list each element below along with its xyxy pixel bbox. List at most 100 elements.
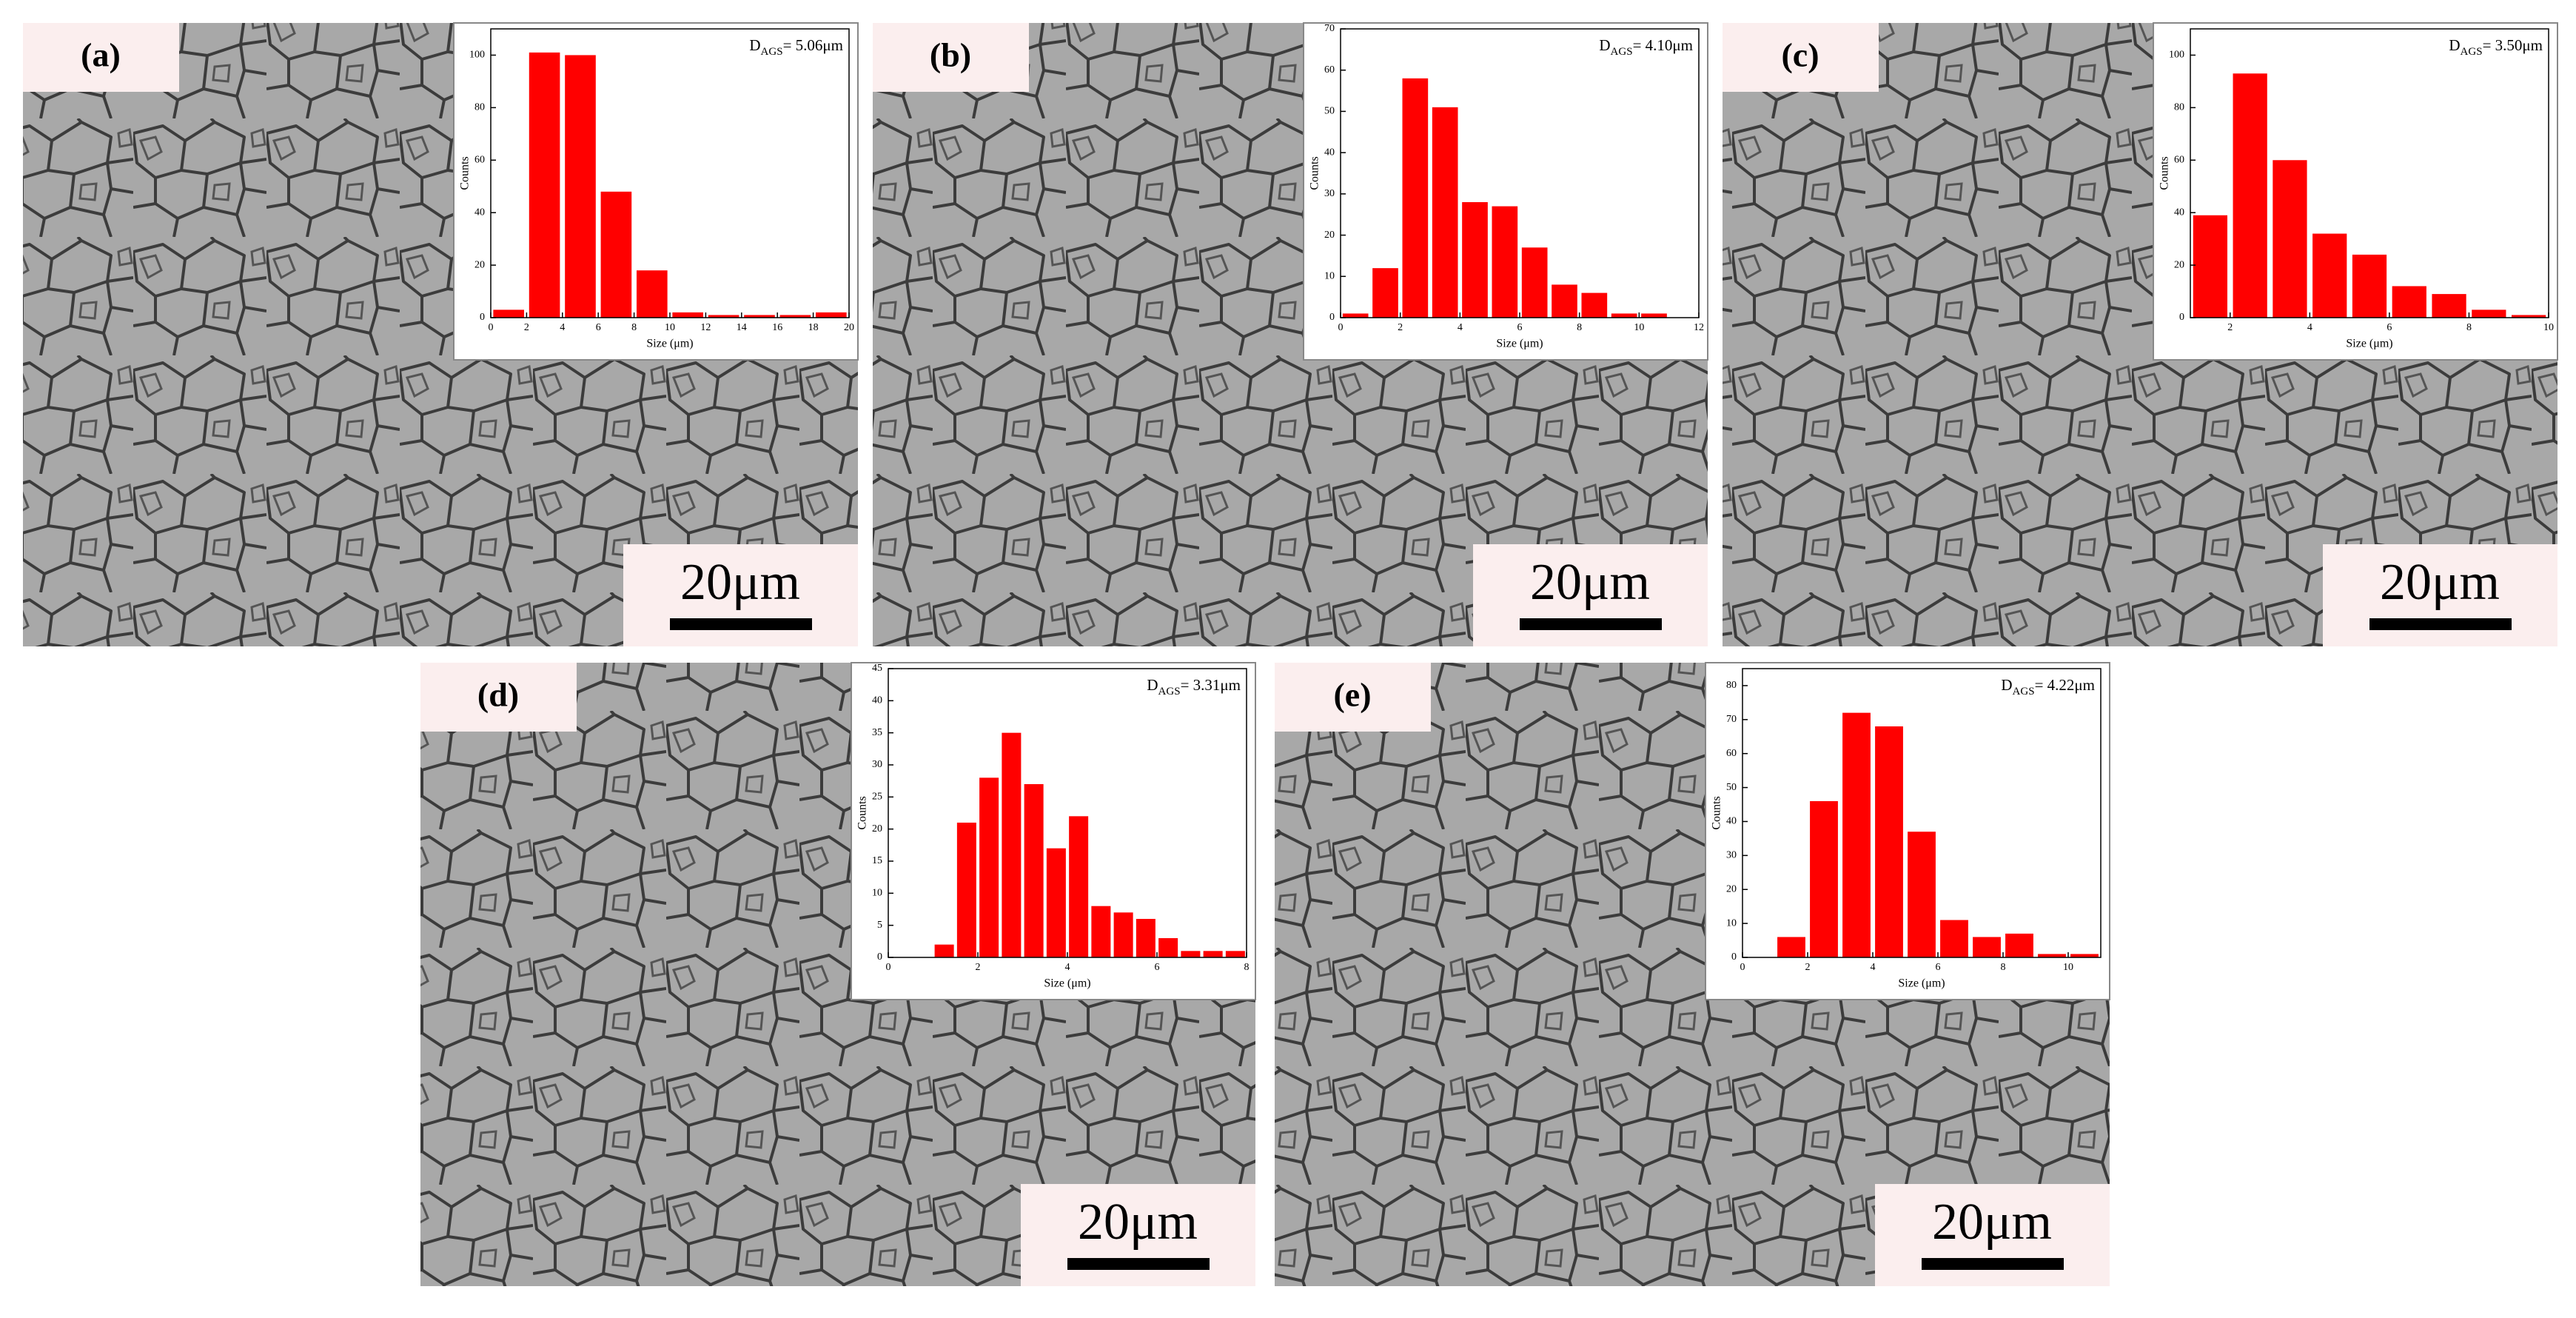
panel-label-box bbox=[1723, 23, 1879, 92]
y-axis-label: Counts bbox=[856, 796, 869, 829]
annotation-part: D bbox=[2449, 36, 2460, 54]
x-axis-label: Size (μm) bbox=[1044, 977, 1090, 990]
bar bbox=[565, 55, 596, 318]
bar bbox=[2273, 160, 2307, 318]
bar bbox=[1203, 951, 1223, 957]
y-tick-label: 0 bbox=[1731, 951, 1737, 963]
bar bbox=[1113, 912, 1133, 957]
bar bbox=[2193, 215, 2228, 318]
x-tick-label: 12 bbox=[1694, 322, 1704, 333]
bar bbox=[1091, 906, 1111, 957]
annotation-part: D bbox=[2001, 676, 2012, 694]
x-tick-label: 6 bbox=[1155, 962, 1160, 973]
x-tick-label: 0 bbox=[1740, 962, 1745, 973]
panel-label: (e) bbox=[1333, 676, 1371, 714]
annotation-part: AGS bbox=[1611, 46, 1633, 58]
panel-label: (b) bbox=[930, 36, 971, 74]
y-tick-label: 35 bbox=[872, 727, 882, 738]
panel: (b) 20μm 0 2 4 6 8 10 12 0 10 20 30 40 50 60 70 Size (μm)… bbox=[873, 22, 1708, 646]
y-tick-label: 20 bbox=[872, 823, 882, 834]
y-tick-label: 45 bbox=[872, 663, 882, 674]
bar bbox=[529, 52, 560, 318]
y-tick-label: 40 bbox=[872, 695, 882, 706]
x-tick-label: 2 bbox=[1398, 322, 1403, 333]
bar bbox=[1940, 920, 1968, 957]
y-tick-label: 20 bbox=[2174, 259, 2184, 270]
panel-label-box bbox=[420, 663, 577, 732]
x-tick-label: 10 bbox=[2063, 962, 2073, 973]
y-tick-label: 60 bbox=[1726, 748, 1737, 759]
bar bbox=[1046, 848, 1066, 957]
x-tick-label: 10 bbox=[2543, 322, 2554, 333]
panel: (a) 20μm 0 2 4 6 8 10 12 14 16 18 20 0 20 40 60 80 100 Size… bbox=[23, 22, 859, 646]
bar bbox=[815, 312, 847, 318]
bar bbox=[1069, 816, 1089, 957]
annotation-part: AGS bbox=[761, 46, 783, 58]
x-tick-label: 12 bbox=[700, 322, 711, 333]
y-tick-label: 0 bbox=[2179, 312, 2184, 323]
annotation-part: D bbox=[749, 36, 760, 54]
bar bbox=[1875, 726, 1903, 957]
x-tick-label: 2 bbox=[976, 962, 981, 973]
x-tick-label: 18 bbox=[808, 322, 819, 333]
y-tick-label: 0 bbox=[877, 951, 882, 963]
bar bbox=[934, 944, 954, 957]
bar bbox=[2070, 954, 2099, 957]
bar bbox=[779, 315, 811, 318]
bar bbox=[1342, 313, 1369, 318]
bar bbox=[1973, 937, 2001, 957]
scale-bar bbox=[1922, 1258, 2064, 1270]
x-tick-label: 8 bbox=[2001, 962, 2006, 973]
x-tick-label: 2 bbox=[524, 322, 529, 333]
x-tick-label: 4 bbox=[1458, 322, 1463, 333]
x-tick-label: 8 bbox=[1244, 962, 1250, 973]
y-tick-label: 20 bbox=[474, 259, 485, 270]
panel: (e) 20μm 0 2 4 6 8 10 0 10 20 30 40 50 60 70 80 Size (μm)… bbox=[1275, 662, 2110, 1286]
scale-bar-label: 20μm bbox=[1530, 554, 1650, 611]
x-tick-label: 0 bbox=[886, 962, 891, 973]
x-tick-label: 8 bbox=[2466, 322, 2472, 333]
bar bbox=[493, 310, 525, 318]
bar bbox=[2233, 73, 2267, 318]
x-tick-label: 2 bbox=[1805, 962, 1811, 973]
y-axis-label: Counts bbox=[1711, 796, 1723, 829]
bar bbox=[636, 270, 668, 318]
x-axis-label: Size (μm) bbox=[1898, 977, 1945, 990]
scale-bar-label: 20μm bbox=[1932, 1194, 2052, 1251]
bar bbox=[979, 777, 999, 957]
y-tick-label: 10 bbox=[1726, 917, 1737, 929]
scale-bar bbox=[2369, 618, 2512, 630]
annotation-part: AGS bbox=[2013, 686, 2035, 698]
y-tick-label: 70 bbox=[1726, 714, 1737, 725]
x-tick-label: 20 bbox=[844, 322, 854, 333]
annotation-part: = 5.06μm bbox=[783, 36, 843, 54]
annotation: DAGS= 4.10μm bbox=[1599, 36, 1693, 58]
plot-frame bbox=[1742, 668, 2102, 958]
scale-bar bbox=[1067, 1258, 1210, 1270]
y-tick-label: 60 bbox=[1324, 64, 1335, 76]
y-tick-label: 70 bbox=[1324, 23, 1335, 34]
y-tick-label: 40 bbox=[2174, 207, 2184, 218]
y-tick-label: 50 bbox=[1726, 782, 1737, 793]
bar bbox=[1158, 938, 1178, 957]
x-axis-label: Size (μm) bbox=[1496, 338, 1543, 350]
x-tick-label: 4 bbox=[2307, 322, 2312, 333]
annotation-part: = 4.22μm bbox=[2035, 676, 2095, 694]
bar bbox=[1611, 313, 1637, 318]
scale-bar-label: 20μm bbox=[2380, 554, 2500, 611]
bar bbox=[956, 823, 976, 957]
bar bbox=[1908, 832, 1936, 957]
y-tick-label: 80 bbox=[2174, 102, 2184, 113]
annotation-part: = 3.50μm bbox=[2483, 36, 2543, 54]
bar bbox=[2392, 286, 2426, 318]
y-axis-label: Counts bbox=[459, 156, 472, 190]
y-tick-label: 5 bbox=[877, 920, 882, 931]
annotation: DAGS= 4.22μm bbox=[2001, 676, 2095, 698]
x-tick-label: 10 bbox=[1634, 322, 1644, 333]
bar bbox=[1492, 206, 1518, 318]
bar bbox=[2038, 954, 2066, 957]
y-tick-label: 20 bbox=[1726, 883, 1737, 894]
y-tick-label: 15 bbox=[872, 855, 882, 866]
